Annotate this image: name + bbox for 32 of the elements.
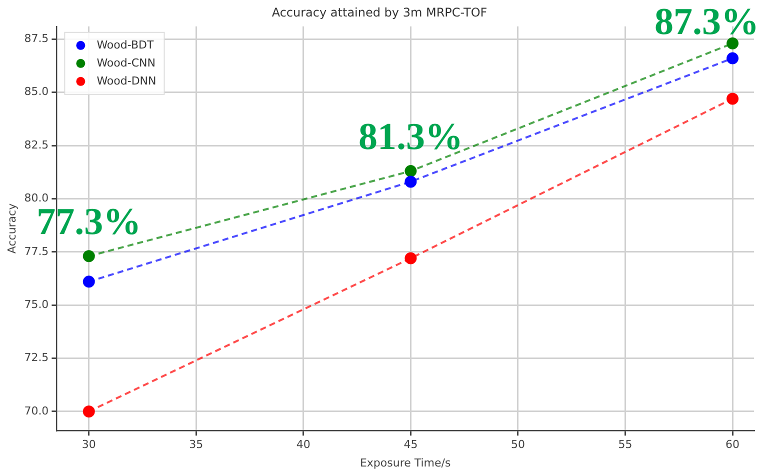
x-tick-label: 40 [296,438,310,452]
annotation: 81.3% [358,116,463,158]
y-tick-label: 82.5 [24,138,49,152]
x-tick-label: 60 [726,438,740,452]
point [404,165,417,178]
y-tick-label: 80.0 [24,192,49,205]
x-tick-label: 30 [82,438,96,452]
point [82,276,95,288]
chart-title: Accuracy attained by 3m MRPC-TOF [272,5,488,20]
legend-label: Wood-BDT [96,38,154,52]
point [726,37,739,50]
point [82,250,95,262]
y-tick-label: 75.0 [24,298,49,311]
annotation: 87.3% [654,1,759,43]
point [82,405,95,418]
y-tick-label: 77.5 [24,244,49,258]
y-tick-label: 70.0 [24,404,49,418]
x-tick-label: 35 [189,438,204,452]
y-tick-label: 87.5 [24,32,49,46]
x-axis-title: Exposure Time/s [360,456,451,470]
point [404,252,417,264]
y-axis-title: Accuracy [5,202,18,254]
y-tick-label: 85.0 [24,85,49,98]
x-tick-label: 55 [618,438,632,452]
y-tick-label: 72.5 [24,351,49,364]
x-tick-label: 45 [404,438,418,452]
legend-label: Wood-DNN [96,74,156,88]
x-tick-label: 50 [510,438,525,452]
legend-label: Wood-CNN [96,56,156,70]
point [404,176,417,188]
point [726,92,739,105]
point [726,52,739,64]
